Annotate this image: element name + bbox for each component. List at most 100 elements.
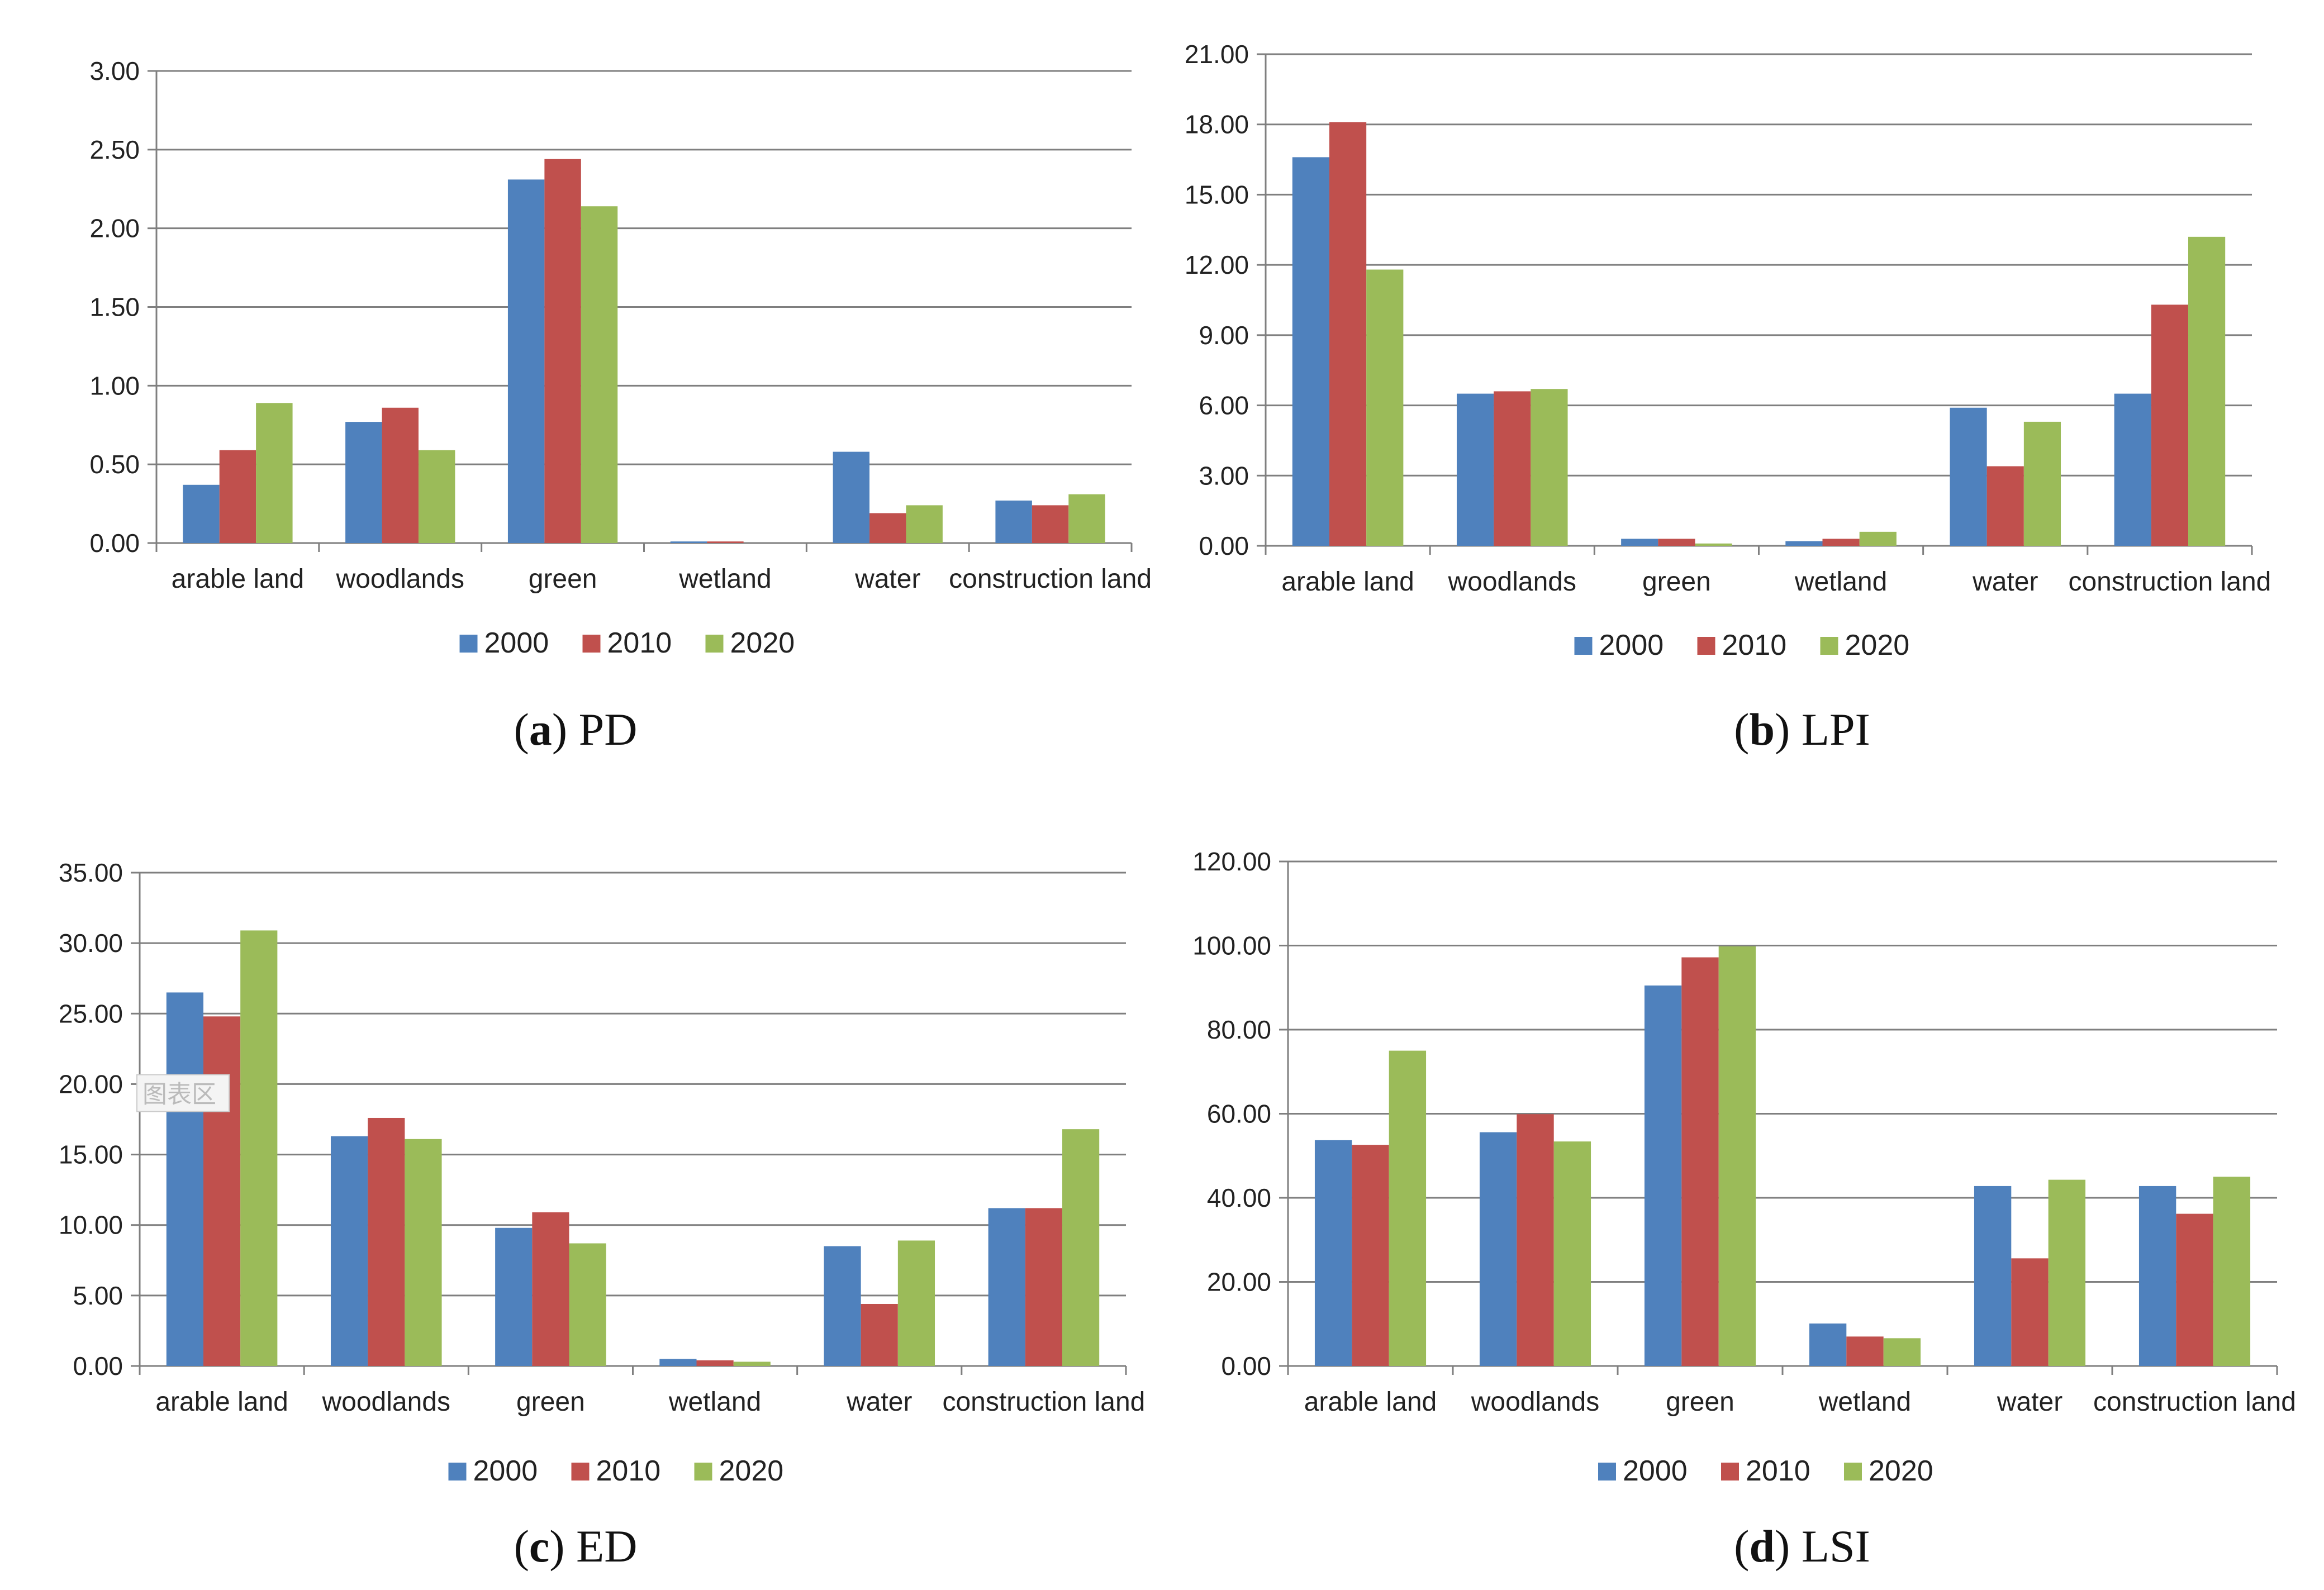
x-category-label: green [1642, 567, 1711, 597]
chart-panel-ed: 0.00 5.00 10.00 15.00 20.00 25.00 30.00 35.00 ar… [59, 858, 1145, 1572]
bar-2010-arable-land [1352, 1145, 1389, 1366]
x-category-label: construction land [949, 564, 1152, 594]
x-category-label: arable land [155, 1387, 288, 1417]
legend-swatch-2000 [1574, 637, 1593, 655]
bar-2010-arable-land [219, 450, 256, 543]
bar-2000-construction-land [2114, 393, 2151, 546]
caption-letter: a [529, 704, 552, 755]
caption-letter: d [1749, 1521, 1775, 1572]
x-category-label: construction land [2068, 567, 2271, 597]
legend-swatch-2000 [1598, 1463, 1616, 1480]
y-tick-label: 0.00 [89, 529, 140, 558]
legend-label-2020: 2020 [1869, 1455, 1933, 1487]
caption-paren-close: ) [552, 704, 579, 755]
y-tick-label: 12.00 [1185, 250, 1249, 279]
caption-title: PD [579, 704, 638, 755]
y-tick-label: 1.00 [89, 371, 140, 400]
bar-2020-construction-land [1068, 494, 1105, 543]
x-category-label: wetland [1818, 1387, 1911, 1417]
bar-2000-woodlands [1456, 393, 1494, 546]
y-tick-label: 80.00 [1207, 1015, 1271, 1044]
bar-2000-construction-land [988, 1208, 1025, 1366]
bar-2000-green [507, 179, 545, 544]
bar-2020-water [906, 505, 943, 543]
y-tick-label: 3.00 [89, 56, 140, 85]
x-category-label: woodlands [1471, 1387, 1600, 1417]
chart-caption: (c) ED [514, 1521, 638, 1572]
bar-2020-arable-land [256, 403, 293, 543]
bar-2010-green [1658, 539, 1695, 546]
bar-2010-green [1681, 957, 1719, 1366]
bar-2020-wetland [733, 1362, 771, 1366]
bar-2010-green [544, 159, 581, 543]
bar-2000-water [824, 1246, 861, 1366]
caption-paren-open: ( [1734, 1521, 1749, 1572]
y-tick-label: 0.00 [1221, 1351, 1271, 1380]
bar-2010-wetland [707, 541, 744, 543]
bar-2020-wetland [1859, 531, 1897, 546]
bar-2020-construction-land [1062, 1129, 1100, 1366]
bar-2000-arable-land [183, 484, 220, 543]
bar-2000-wetland [1809, 1323, 1847, 1366]
y-tick-label: 120.00 [1192, 847, 1271, 876]
legend-label-2000: 2000 [1623, 1455, 1688, 1487]
y-tick-label: 15.00 [59, 1140, 123, 1169]
bar-2000-woodlands [330, 1136, 368, 1366]
bar-2000-arable-land [1292, 157, 1329, 546]
bar-2020-green [581, 206, 618, 543]
x-category-label: water [846, 1387, 912, 1417]
caption-paren-open: ( [514, 704, 529, 755]
chart-area-hint-box [136, 1074, 230, 1112]
legend-label-2000: 2000 [473, 1455, 538, 1487]
bar-2000-green [495, 1227, 533, 1366]
bar-2020-arable-land [240, 930, 278, 1366]
x-category-label: water [1972, 567, 2038, 597]
bar-2020-arable-land [1389, 1050, 1427, 1366]
chart-caption: (d) LSI [1734, 1521, 1870, 1572]
chart-panel-pd: 0.00 0.50 1.00 1.50 2.00 2.50 3.00 arable land w… [89, 56, 1152, 755]
y-tick-label: 100.00 [1192, 931, 1271, 960]
y-tick-label: 35.00 [59, 858, 123, 887]
bar-2020-construction-land [2188, 236, 2226, 546]
caption-paren-open: ( [1734, 704, 1749, 755]
x-category-label: wetland [678, 564, 771, 594]
legend-label-2010: 2010 [1722, 629, 1787, 661]
bar-2010-arable-land [203, 1016, 241, 1366]
y-tick-label: 2.00 [89, 214, 140, 243]
legend-swatch-2020 [694, 1463, 712, 1480]
legend-label-2010: 2010 [1746, 1455, 1810, 1487]
x-category-label: arable land [172, 564, 305, 594]
bar-2000-water [1950, 407, 1987, 546]
bar-2000-green [1644, 985, 1682, 1366]
chart-area-hint: 图表区 [142, 1080, 216, 1109]
legend-swatch-2000 [448, 1463, 467, 1480]
y-tick-label: 1.50 [89, 293, 140, 322]
caption-title: LPI [1802, 704, 1870, 755]
x-category-label: green [516, 1387, 585, 1417]
chart-caption: (a) PD [514, 704, 638, 755]
bar-2000-construction-land [995, 500, 1032, 543]
y-tick-label: 21.00 [1185, 40, 1249, 69]
y-tick-label: 10.00 [59, 1211, 123, 1240]
legend-label-2020: 2020 [730, 627, 795, 659]
x-category-label: arable land [1281, 567, 1414, 597]
bar-2020-water [2023, 421, 2061, 546]
legend-swatch-2000 [459, 635, 478, 653]
bar-2020-water [897, 1240, 935, 1366]
caption-letter: c [529, 1521, 549, 1572]
legend-swatch-2020 [1820, 637, 1838, 655]
y-tick-label: 6.00 [1199, 391, 1249, 420]
x-category-label: woodlands [322, 1387, 451, 1417]
bar-2020-green [1695, 543, 1732, 546]
bar-2010-arable-land [1329, 122, 1367, 546]
bar-2000-woodlands [1479, 1132, 1517, 1366]
bar-2010-green [532, 1212, 569, 1366]
caption-paren-close: ) [1775, 1521, 1802, 1572]
y-tick-label: 0.00 [73, 1351, 123, 1380]
bar-2010-woodlands [368, 1117, 405, 1366]
x-category-label: wetland [1794, 567, 1887, 597]
x-category-label: water [1997, 1387, 2062, 1417]
bar-2010-construction-land [2176, 1213, 2213, 1366]
y-tick-label: 3.00 [1199, 461, 1249, 490]
